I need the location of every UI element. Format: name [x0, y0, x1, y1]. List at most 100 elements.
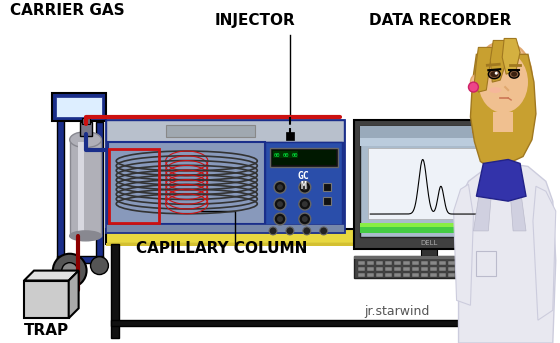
Polygon shape [459, 164, 556, 343]
Bar [80, 122, 91, 136]
Bar [360, 223, 497, 233]
Text: TRAP: TRAP [24, 323, 69, 338]
Circle shape [484, 145, 492, 154]
Bar [483, 267, 491, 271]
Circle shape [299, 198, 311, 210]
Text: CAPILLARY COLUMN: CAPILLARY COLUMN [136, 241, 307, 256]
Bar [474, 267, 482, 271]
Bar [106, 120, 344, 142]
Bar [438, 261, 446, 265]
Circle shape [53, 254, 87, 287]
Polygon shape [473, 166, 493, 231]
Bar [358, 273, 365, 276]
Bar [430, 267, 437, 271]
Bar [483, 261, 491, 265]
Bar [166, 125, 255, 137]
Bar [52, 93, 106, 121]
Circle shape [274, 198, 286, 210]
Bar [412, 273, 419, 276]
Bar [24, 281, 69, 318]
Bar [354, 256, 508, 277]
Circle shape [299, 181, 311, 193]
Circle shape [299, 213, 311, 225]
Bar [492, 273, 499, 276]
Circle shape [320, 227, 328, 235]
Polygon shape [24, 271, 78, 281]
Polygon shape [470, 54, 536, 166]
Bar [368, 147, 489, 219]
Text: 00: 00 [274, 154, 281, 158]
Circle shape [91, 257, 109, 274]
Bar [438, 273, 446, 276]
Bar [456, 261, 464, 265]
Polygon shape [454, 184, 473, 305]
Bar [354, 120, 503, 249]
Bar [385, 261, 392, 265]
Bar [323, 197, 330, 205]
Text: CARRIER GAS: CARRIER GAS [10, 3, 125, 17]
Polygon shape [533, 186, 556, 320]
Bar [376, 261, 383, 265]
Bar [82, 118, 90, 124]
Bar [78, 142, 83, 234]
Polygon shape [69, 271, 78, 318]
Circle shape [269, 227, 277, 235]
Bar [367, 267, 374, 271]
Bar [376, 273, 383, 276]
Bar [323, 183, 330, 191]
Bar [111, 320, 536, 326]
Circle shape [277, 184, 283, 190]
Bar [273, 151, 298, 158]
Ellipse shape [509, 70, 519, 78]
Text: GC
M: GC M [298, 172, 310, 191]
Bar [272, 150, 335, 165]
Polygon shape [491, 40, 506, 82]
Bar [492, 261, 499, 265]
Bar [360, 126, 497, 237]
Bar [367, 273, 374, 276]
Bar [394, 261, 401, 265]
Bar [465, 267, 473, 271]
Bar [477, 251, 496, 275]
Text: jr.starwind: jr.starwind [365, 305, 430, 318]
Ellipse shape [488, 70, 500, 79]
Ellipse shape [470, 75, 480, 89]
Bar [492, 267, 499, 271]
Bar [56, 97, 102, 117]
Bar [57, 97, 64, 271]
Bar [403, 273, 410, 276]
Circle shape [302, 216, 308, 222]
Bar [106, 224, 344, 232]
Bar [403, 267, 410, 271]
Bar [421, 261, 428, 265]
Circle shape [62, 263, 78, 279]
Bar [265, 142, 343, 232]
Bar [474, 273, 482, 276]
Bar [69, 140, 101, 236]
Bar [412, 267, 419, 271]
Circle shape [478, 129, 484, 135]
Polygon shape [477, 159, 526, 201]
Polygon shape [474, 47, 496, 92]
Bar [106, 120, 344, 232]
Bar [421, 267, 428, 271]
Bar [438, 267, 446, 271]
Bar [360, 138, 497, 145]
Bar [447, 267, 455, 271]
Circle shape [277, 216, 283, 222]
Circle shape [469, 82, 478, 92]
Circle shape [302, 184, 308, 190]
Circle shape [484, 129, 491, 135]
Bar [478, 126, 498, 155]
Text: DELL: DELL [420, 240, 437, 246]
Bar [360, 126, 497, 138]
Bar [421, 273, 428, 276]
Bar [528, 244, 536, 338]
Polygon shape [508, 166, 526, 231]
Ellipse shape [69, 132, 101, 147]
Ellipse shape [511, 72, 517, 77]
Text: 00: 00 [292, 154, 298, 158]
Bar [109, 149, 159, 223]
Circle shape [274, 213, 286, 225]
Bar [465, 273, 473, 276]
